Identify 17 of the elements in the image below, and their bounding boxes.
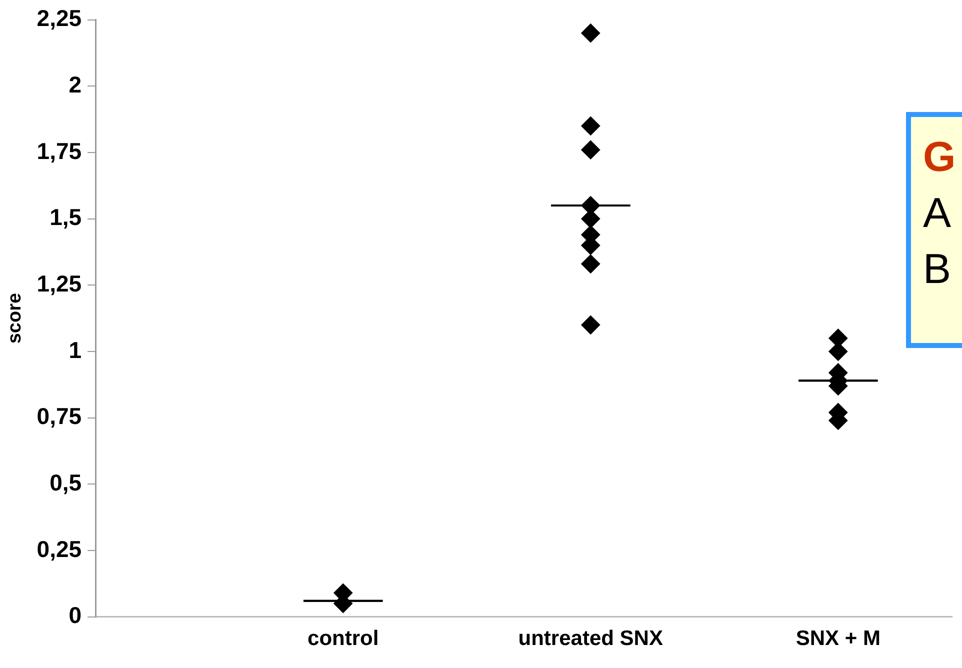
y-axis-title: score	[4, 292, 26, 344]
annotation: B	[923, 244, 952, 294]
y-tick-label: 1,5	[50, 204, 82, 230]
x-tick-label: control	[308, 627, 379, 650]
y-tick-label: 0,75	[36, 403, 82, 430]
x-tick-label: SNX + M	[796, 627, 880, 650]
y-tick-label: 2,25	[36, 5, 82, 32]
y-tick-label: 0	[68, 602, 82, 628]
y-tick-label: 1,75	[36, 138, 82, 164]
y-tick-label: 2	[68, 71, 82, 98]
y-tick-label: 1,25	[36, 270, 82, 296]
annotation: A	[923, 188, 952, 238]
x-tick-label: untreated SNX	[518, 627, 663, 650]
y-tick-label: 0,25	[36, 536, 82, 562]
annotation: G	[923, 132, 957, 182]
y-tick-label: 1	[68, 336, 82, 363]
y-tick-label: 0,5	[50, 469, 82, 496]
